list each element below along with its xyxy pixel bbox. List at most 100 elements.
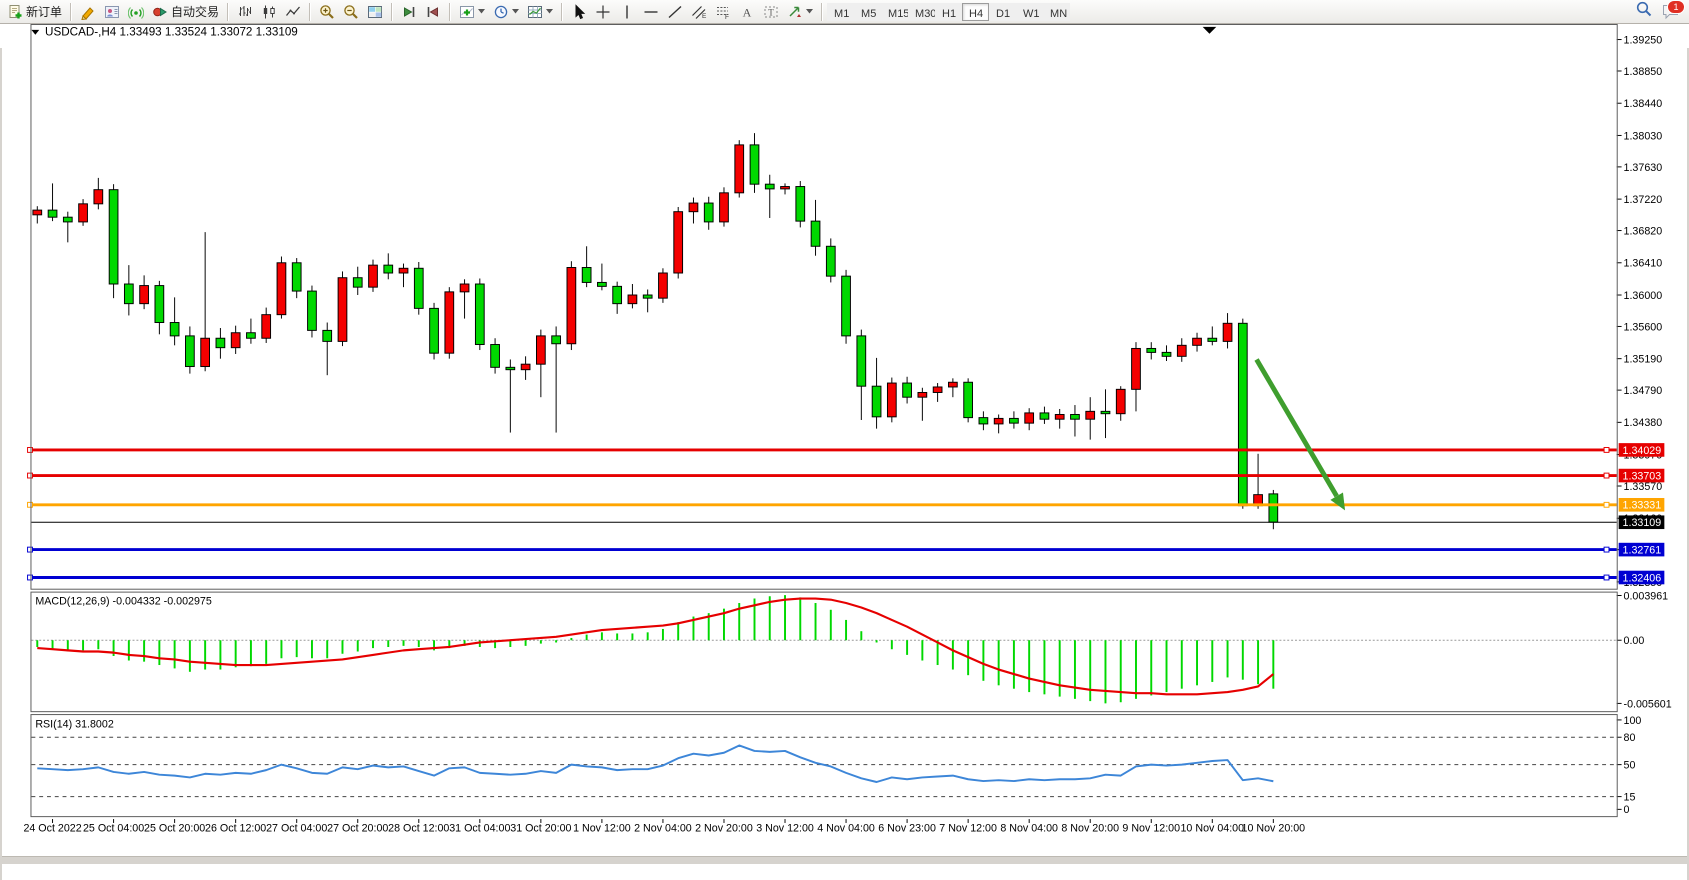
- candle-body: [749, 144, 760, 185]
- timeframe-H1[interactable]: H1: [935, 2, 963, 21]
- zoom-in-button[interactable]: [315, 2, 339, 22]
- price-line-label: 1.33703: [1623, 470, 1662, 482]
- candle-body: [520, 363, 531, 371]
- candle-body: [871, 385, 882, 418]
- candle-body: [383, 264, 394, 274]
- chart-shift-icon: [425, 4, 441, 20]
- periods-button[interactable]: [489, 2, 523, 22]
- toolbar-separator: [227, 2, 230, 21]
- auto-scroll-button[interactable]: [397, 2, 421, 22]
- line-handle: [1603, 472, 1610, 479]
- candle-body: [185, 335, 195, 368]
- time-axis-label: 27 Oct 20:00: [327, 823, 388, 835]
- candle-body: [307, 290, 317, 331]
- price-tick-label: 1.36000: [1624, 290, 1663, 302]
- line-handle: [27, 447, 33, 453]
- zoom-in-icon: [319, 4, 335, 20]
- candlestick-chart-icon: [261, 4, 277, 20]
- auto-trading-button[interactable]: 自动交易: [148, 2, 223, 22]
- arrows-button[interactable]: [783, 2, 817, 22]
- time-axis-label: 28 Oct 12:00: [388, 823, 449, 835]
- tile-windows-button[interactable]: [363, 2, 387, 22]
- indicators-button[interactable]: [455, 2, 489, 22]
- zoom-out-button[interactable]: [339, 2, 363, 22]
- price-tick-label: 1.35190: [1624, 354, 1663, 366]
- candle-body: [825, 245, 836, 277]
- candle-body: [764, 183, 775, 190]
- time-axis-label: 4 Nov 04:00: [817, 823, 875, 835]
- timeframe-M5[interactable]: M5: [854, 2, 882, 21]
- price-tick-label: 1.38030: [1624, 130, 1663, 142]
- crosshair-button[interactable]: [591, 2, 615, 22]
- candle-body: [62, 216, 73, 223]
- candle-body: [658, 272, 668, 299]
- timeframe-H4[interactable]: H4: [962, 2, 990, 21]
- time-axis-label: 31 Oct 04:00: [449, 823, 510, 835]
- candle-body: [32, 209, 43, 216]
- price-line-label: 1.32406: [1623, 572, 1662, 584]
- candle-body: [337, 277, 348, 342]
- signal-button[interactable]: [124, 2, 148, 22]
- toolbar-separator: [309, 2, 312, 21]
- candle-body: [1100, 410, 1111, 415]
- cursor-button[interactable]: [567, 2, 591, 22]
- profile-button[interactable]: [100, 2, 124, 22]
- text-button[interactable]: A: [735, 2, 759, 22]
- fibonacci-button[interactable]: F: [711, 2, 735, 22]
- timeframe-W1[interactable]: W1: [1016, 2, 1044, 21]
- time-axis-label: 2 Nov 20:00: [695, 823, 753, 835]
- candle-body: [734, 144, 745, 194]
- chart-shift-button[interactable]: [421, 2, 445, 22]
- candle-body: [902, 382, 912, 398]
- candle-body: [1192, 337, 1202, 346]
- candle-body: [886, 382, 897, 418]
- trend-arrow-shaft: [1254, 358, 1339, 498]
- price-line-label-box: [1618, 497, 1665, 512]
- timeframe-M15[interactable]: M15: [881, 2, 909, 21]
- pane-border: [30, 591, 1618, 713]
- text-label-button[interactable]: T: [759, 2, 783, 22]
- price-tick-label: 1.35600: [1624, 321, 1663, 333]
- symbol-dropdown-icon: [31, 29, 40, 35]
- line-handle: [1603, 574, 1610, 581]
- price-line-label-box: [1618, 443, 1665, 457]
- signal-icon: [128, 4, 145, 20]
- vertical-line-button[interactable]: [615, 2, 639, 22]
- horizontal-line-button[interactable]: [639, 2, 663, 22]
- marker-tool-button[interactable]: [76, 2, 100, 22]
- time-axis-label: 9 Nov 12:00: [1122, 823, 1180, 835]
- macd-scale-label: 0.00: [1624, 635, 1645, 647]
- notifications-button[interactable]: 1: [1661, 0, 1685, 21]
- candlestick-chart-button[interactable]: [257, 2, 281, 22]
- time-axis-label: 8 Nov 04:00: [1000, 823, 1058, 835]
- text-icon: A: [739, 4, 755, 20]
- timeframe-MN[interactable]: MN: [1043, 2, 1071, 21]
- line-chart-button[interactable]: [281, 2, 305, 22]
- chart-area[interactable]: 1.39250 1.38850 1.38440 1.38030 1.37630 1.372…: [0, 24, 1689, 880]
- toolbar-right: 1: [1635, 0, 1685, 23]
- equidistant-channel-button[interactable]: E: [687, 2, 711, 22]
- price-tick-label: 1.34790: [1624, 385, 1663, 397]
- cursor-icon: [571, 3, 587, 20]
- price-tick-label: 1.36820: [1624, 225, 1663, 237]
- candle-body: [581, 267, 592, 283]
- new-order-button[interactable]: 新订单: [3, 2, 66, 22]
- timeframe-M30[interactable]: M30: [908, 2, 936, 21]
- price-line-label: 1.33109: [1623, 517, 1662, 529]
- bar-chart-button[interactable]: [233, 2, 257, 22]
- template-button[interactable]: [523, 2, 557, 22]
- chart-svg[interactable]: 1.39250 1.38850 1.38440 1.38030 1.37630 1.372…: [0, 24, 1689, 856]
- search-icon[interactable]: [1635, 0, 1653, 23]
- timeframe-D1[interactable]: D1: [989, 2, 1017, 21]
- candle-body: [1054, 413, 1065, 420]
- timeframe-M1[interactable]: M1: [827, 2, 855, 21]
- candle-body: [1207, 337, 1218, 342]
- candle-body: [276, 262, 287, 316]
- candle-body: [932, 386, 943, 393]
- line-handle: [1603, 447, 1610, 453]
- trendline-button[interactable]: [663, 2, 687, 22]
- candle-body: [261, 314, 272, 339]
- candle-body: [612, 285, 623, 305]
- candle-body: [1024, 412, 1035, 424]
- candle-body: [108, 189, 119, 285]
